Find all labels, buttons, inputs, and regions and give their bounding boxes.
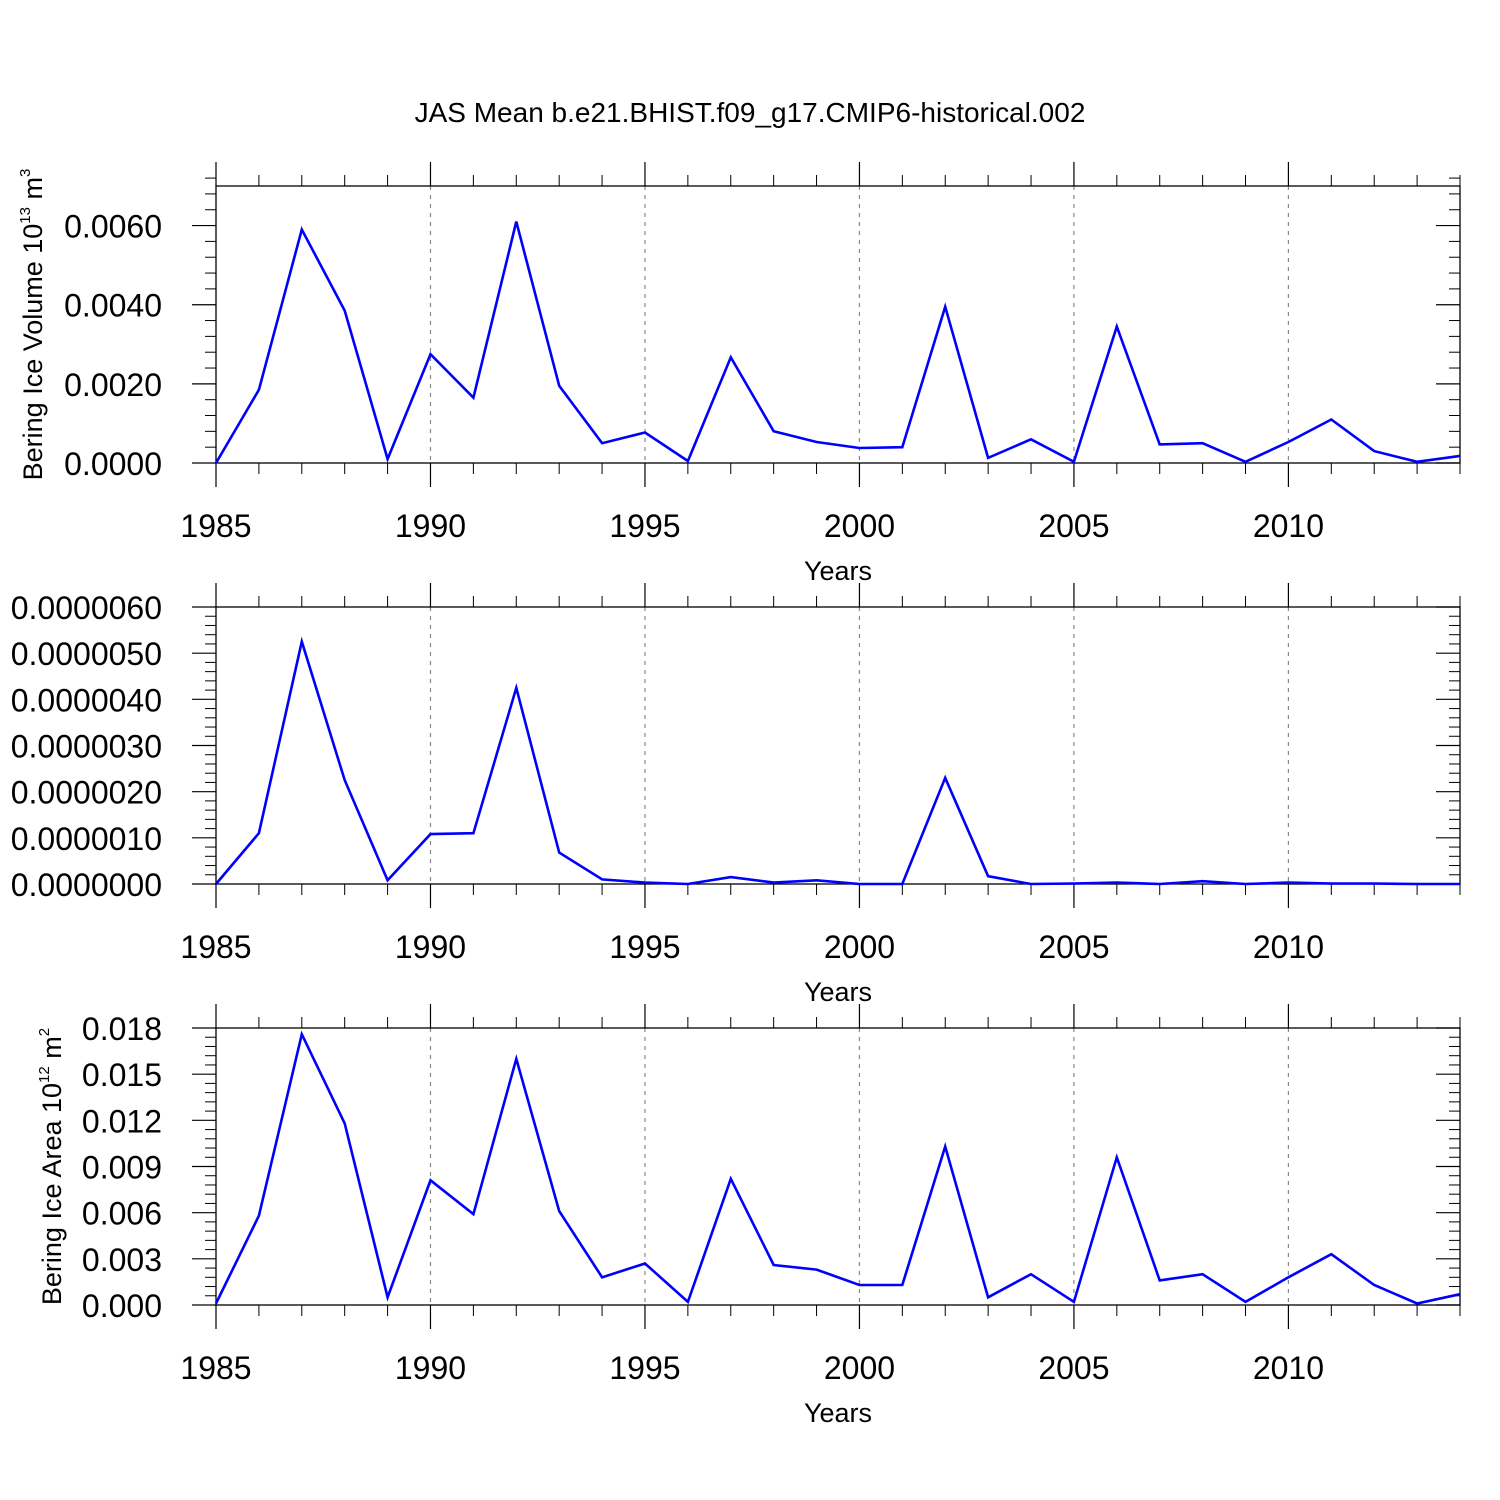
chart-panel-1: 1985 1990 1995 2000 2005 2010 Years 0.0000 0.002… — [17, 162, 1461, 586]
x-tick-label: 2000 — [824, 508, 895, 544]
y-tick-label: 0.003 — [82, 1242, 162, 1278]
y-tick-label: 0.0000000 — [11, 867, 162, 903]
x-axis-label: Years — [804, 1398, 872, 1428]
y-tick-label: 0.012 — [82, 1103, 162, 1139]
y-tick-label: 0.0000050 — [11, 636, 162, 672]
x-tick-label: 1990 — [395, 508, 466, 544]
y-tick-label: 0.006 — [82, 1196, 162, 1232]
x-tick-label: 2010 — [1253, 1350, 1324, 1386]
chart-panel-3: 1985 1990 1995 2000 2005 2010 Years 0.000 0.003 0… — [36, 1004, 1461, 1428]
x-tick-label: 2000 — [824, 1350, 895, 1386]
y-tick-label: 0.0000020 — [11, 775, 162, 811]
data-series-line — [215, 636, 1460, 886]
data-series-line — [214, 221, 1461, 464]
panels: 1985 1990 1995 2000 2005 2010 Years 0.0000 0.002… — [11, 162, 1461, 1428]
y-tick-label: 0.0000010 — [11, 821, 162, 857]
figure-title: JAS Mean b.e21.BHIST.f09_g17.CMIP6-histo… — [415, 97, 1086, 128]
x-tick-label: 1985 — [180, 508, 251, 544]
x-tick-label: 2000 — [824, 929, 895, 965]
y-tick-label: 0.018 — [82, 1011, 162, 1047]
plot-frame — [215, 606, 1461, 885]
x-tick-label: 1995 — [609, 929, 680, 965]
x-tick-label: 2010 — [1253, 929, 1324, 965]
x-axis-label: Years — [804, 556, 872, 586]
x-tick-label: 1985 — [180, 929, 251, 965]
x-tick-label: 2005 — [1038, 1350, 1109, 1386]
x-tick-label: 1990 — [395, 1350, 466, 1386]
plot-frame — [215, 1027, 1461, 1306]
x-tick-label: 2005 — [1038, 929, 1109, 965]
y-tick-label: 0.0000030 — [11, 729, 162, 765]
y-tick-label: 0.009 — [82, 1150, 162, 1186]
y-axis-label: Bering Ice Area 1012 m2 — [36, 1028, 67, 1305]
x-tick-label: 1990 — [395, 929, 466, 965]
x-tick-label: 1995 — [609, 508, 680, 544]
x-tick-label: 1985 — [180, 1350, 251, 1386]
y-tick-label: 0.0020 — [64, 367, 162, 403]
chart-panel-2: 1985 1990 1995 2000 2005 2010 Years 0.0000000 0.… — [11, 583, 1461, 1007]
x-axis-label: Years — [804, 977, 872, 1007]
x-tick-label: 1995 — [609, 1350, 680, 1386]
y-tick-label: 0.0040 — [64, 288, 162, 324]
y-axis-label: Bering Ice Volume 1013 m3 — [17, 169, 48, 481]
y-tick-label: 0.0000 — [64, 446, 162, 482]
y-tick-label: 0.0000060 — [11, 590, 162, 626]
x-tick-label: 2010 — [1253, 508, 1324, 544]
x-tick-label: 2005 — [1038, 508, 1109, 544]
plot-frame — [215, 185, 1461, 464]
y-tick-label: 0.0000040 — [11, 682, 162, 718]
y-tick-label: 0.0060 — [64, 209, 162, 245]
y-tick-label: 0.000 — [82, 1288, 162, 1324]
data-series-line — [214, 1030, 1461, 1305]
y-tick-label: 0.015 — [82, 1057, 162, 1093]
